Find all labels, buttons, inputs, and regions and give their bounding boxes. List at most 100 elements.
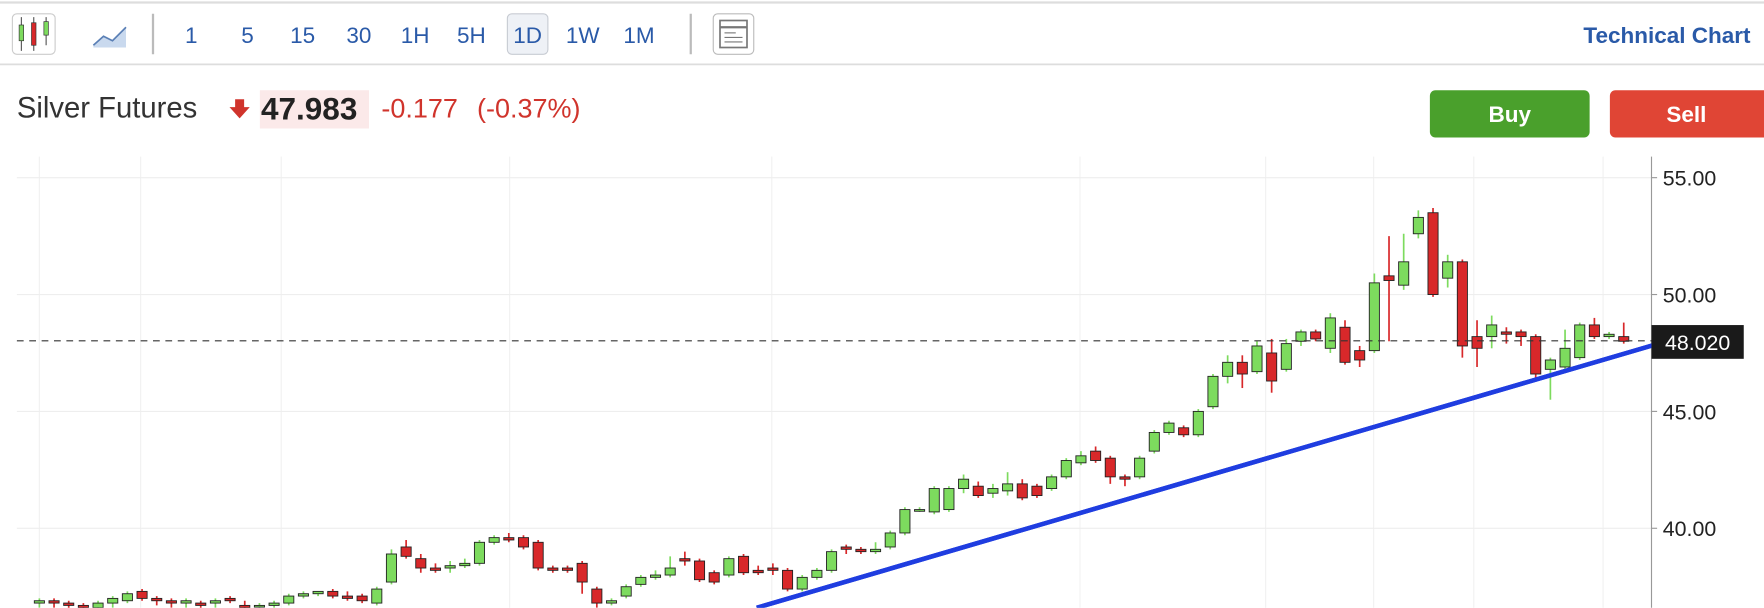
- candle-body: [48, 600, 60, 604]
- candle-body: [767, 567, 779, 571]
- candle-body: [1134, 457, 1146, 478]
- line-icon[interactable]: [92, 26, 127, 48]
- candle-body: [459, 562, 471, 567]
- candle-body: [1236, 361, 1248, 375]
- candle-body: [1515, 331, 1527, 338]
- candle-body: [870, 548, 882, 553]
- candle-body: [1251, 345, 1263, 373]
- interval-button[interactable]: 5: [241, 23, 254, 48]
- candle-body: [136, 590, 148, 599]
- candle-body: [1222, 361, 1234, 377]
- candle-body: [840, 546, 852, 550]
- candle-body: [694, 560, 706, 581]
- layout-icon[interactable]: [712, 13, 755, 55]
- candles: [33, 208, 1652, 608]
- candle-body: [1002, 483, 1014, 492]
- candle-body: [752, 569, 764, 574]
- candle-body: [1412, 216, 1424, 235]
- interval-button[interactable]: 1M: [623, 23, 654, 48]
- candle-body: [1119, 476, 1131, 480]
- candle-body: [1148, 431, 1160, 452]
- candle-body: [1398, 261, 1410, 286]
- candle-body: [1324, 317, 1336, 349]
- interval-button[interactable]: 15: [290, 23, 315, 48]
- candle-body: [547, 567, 559, 571]
- candle-body: [1295, 331, 1307, 342]
- candle-body: [107, 597, 119, 604]
- interval-button[interactable]: 1: [185, 23, 198, 48]
- candle-body: [1456, 261, 1468, 347]
- candle-body: [312, 590, 324, 595]
- interval-button[interactable]: 30: [346, 23, 371, 48]
- candle-body: [1427, 212, 1439, 295]
- buy-label[interactable]: Buy: [1488, 102, 1531, 127]
- last-price-box: [1651, 325, 1744, 359]
- interval-bar: 1 5 15 30 1H 5H 1D 1W 1M: [185, 13, 655, 55]
- candle-body: [1383, 275, 1395, 281]
- candle-body: [356, 595, 368, 602]
- candle-body: [429, 567, 441, 571]
- y-tick-label: 55.00: [1663, 167, 1717, 191]
- candle-body: [1075, 455, 1087, 464]
- buy-button[interactable]: [1429, 90, 1590, 138]
- interval-selected[interactable]: [506, 13, 549, 55]
- candle-body: [899, 509, 911, 534]
- candle-body: [1486, 324, 1498, 338]
- plot-area: 40.00 45.00 50.00 55.00 48.020: [16, 156, 1744, 608]
- candle-body: [473, 541, 485, 564]
- candle-body: [650, 574, 662, 578]
- price-change: -0.177: [381, 93, 458, 123]
- candle-body: [561, 567, 574, 571]
- candle-body: [517, 537, 529, 548]
- candle-body: [591, 588, 603, 604]
- candle-body: [195, 602, 207, 606]
- interval-button[interactable]: 1H: [401, 23, 430, 48]
- candle-body: [914, 509, 926, 512]
- interval-button[interactable]: 1D: [513, 23, 542, 48]
- candle-body: [884, 532, 896, 548]
- candle-body: [1442, 261, 1454, 279]
- candle-body: [796, 576, 808, 590]
- candle-body: [327, 590, 339, 597]
- interval-button[interactable]: 5H: [457, 23, 486, 48]
- price-change-percent: (-0.37%): [477, 93, 581, 123]
- candle-body: [121, 593, 133, 602]
- sell-button[interactable]: [1609, 90, 1764, 138]
- technical-chart-link[interactable]: Technical Chart: [1583, 23, 1751, 48]
- candle-body: [165, 600, 177, 604]
- candle-body: [1544, 359, 1556, 370]
- candle-body: [1368, 282, 1380, 352]
- candle-body: [1060, 460, 1072, 478]
- interval-button[interactable]: 1W: [566, 23, 601, 48]
- candle-body: [92, 602, 104, 608]
- candle-body: [811, 569, 823, 578]
- candle-body: [1530, 336, 1542, 375]
- candle-body: [620, 586, 632, 597]
- candle-body: [1178, 427, 1190, 436]
- instrument-name: Silver Futures: [17, 92, 197, 124]
- candle-body: [1603, 333, 1615, 338]
- y-tick-label: 40.00: [1663, 517, 1717, 541]
- candle-body: [1500, 331, 1512, 335]
- candles-icon[interactable]: [11, 13, 56, 55]
- last-price-label: 48.020: [1665, 331, 1730, 355]
- last-price: 47.983: [261, 91, 357, 127]
- candle-body: [943, 488, 955, 511]
- candle-body: [576, 562, 588, 583]
- candle-body: [1207, 375, 1219, 408]
- candle-body: [635, 576, 647, 585]
- trendline-extension: [756, 343, 1652, 608]
- sell-label[interactable]: Sell: [1666, 102, 1706, 127]
- candle-body: [1266, 352, 1278, 382]
- candle-body: [444, 565, 456, 569]
- candle-body: [1471, 336, 1483, 349]
- candle-body: [855, 548, 867, 553]
- candle-body: [958, 478, 970, 489]
- price-highlight: [259, 90, 369, 129]
- candle-body: [151, 597, 163, 602]
- candle-body: [1192, 410, 1204, 436]
- candle-body: [1016, 483, 1028, 499]
- candle-body: [63, 602, 75, 606]
